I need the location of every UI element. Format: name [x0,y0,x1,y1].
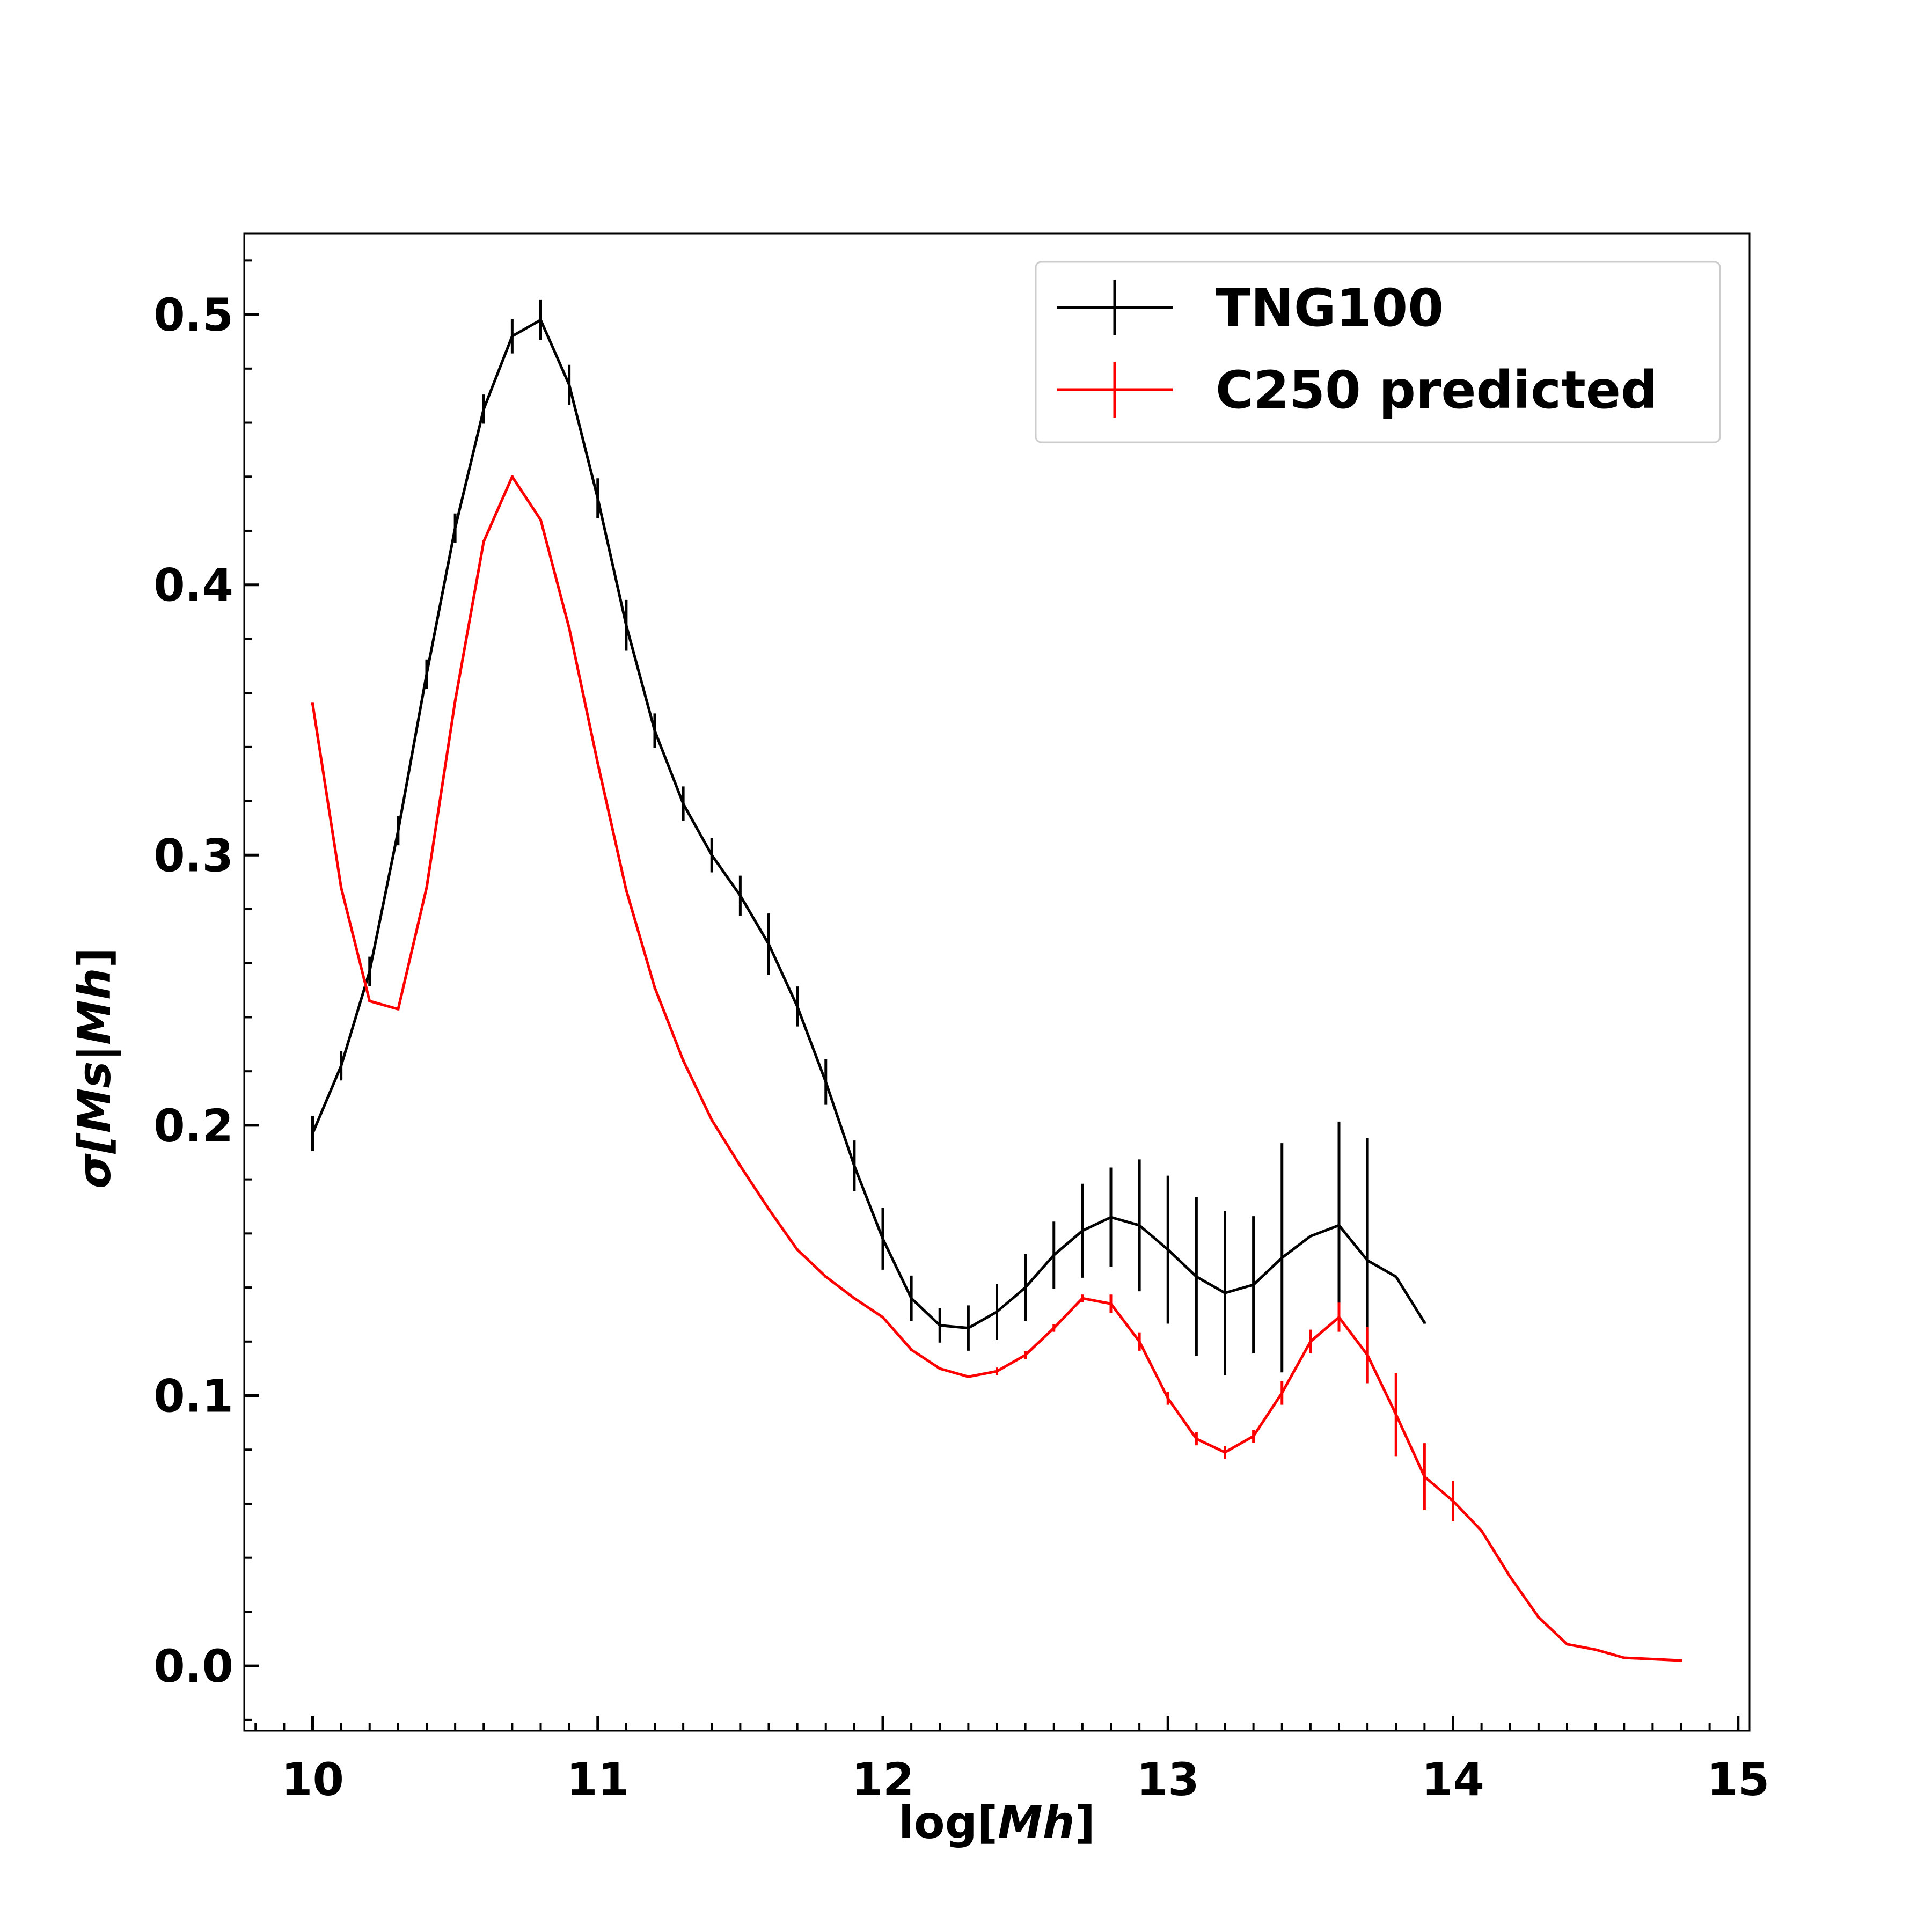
x-axis-label-variable: Mh [998,1796,1074,1849]
legend-label: C250 predicted [1216,360,1658,420]
x-axis-label-suffix: ] [1075,1796,1095,1849]
y-tick-label: 0.5 [153,289,233,341]
legend-entry: C250 predicted [1057,360,1658,420]
y-tick-labels: 0.0 0.1 0.2 0.3 0.4 0.5 [153,289,233,1693]
x-tick-label: 11 [566,1753,629,1806]
y-axis-label-close: ] [68,947,121,968]
x-tick-label: 13 [1137,1753,1199,1806]
y-axis-label: σ[Ms|Mh] [68,947,121,1189]
x-tick-label: 10 [281,1753,344,1806]
y-axis-label-ms: Ms [68,1062,121,1133]
series-layer [311,299,1682,1662]
series-tng100 [311,299,1426,1384]
plot-area [243,232,1751,1732]
x-tick-label: 15 [1707,1753,1769,1806]
y-tick-label: 0.1 [153,1370,233,1423]
legend-label: TNG100 [1216,278,1444,338]
y-tick-label: 0.2 [153,1100,233,1152]
axes-frame [243,232,1751,1732]
x-axis-label: log[Mh] [898,1796,1095,1849]
x-tick-label: 12 [852,1753,914,1806]
y-axis-label-sigma: σ[ [68,1132,121,1189]
legend-items: TNG100 C250 predicted [1057,278,1658,420]
x-axis-label-prefix: log[ [898,1796,998,1849]
y-tick-label: 0.4 [153,559,233,612]
series-line [311,318,1426,1330]
x-tick-label: 14 [1422,1753,1484,1806]
y-axis-label-mh: Mh [68,968,121,1044]
legend-entry: TNG100 [1057,278,1444,338]
legend: TNG100 C250 predicted [1035,261,1721,443]
x-tick-labels: 10 11 12 13 14 15 [281,1753,1769,1806]
legend-box [1035,261,1721,443]
y-axis-label-bar: | [68,1045,121,1062]
ticks-layer [244,259,1740,1731]
y-tick-label: 0.3 [153,829,233,882]
y-tick-label: 0.0 [153,1640,233,1693]
series-c250-predicted [311,475,1682,1662]
